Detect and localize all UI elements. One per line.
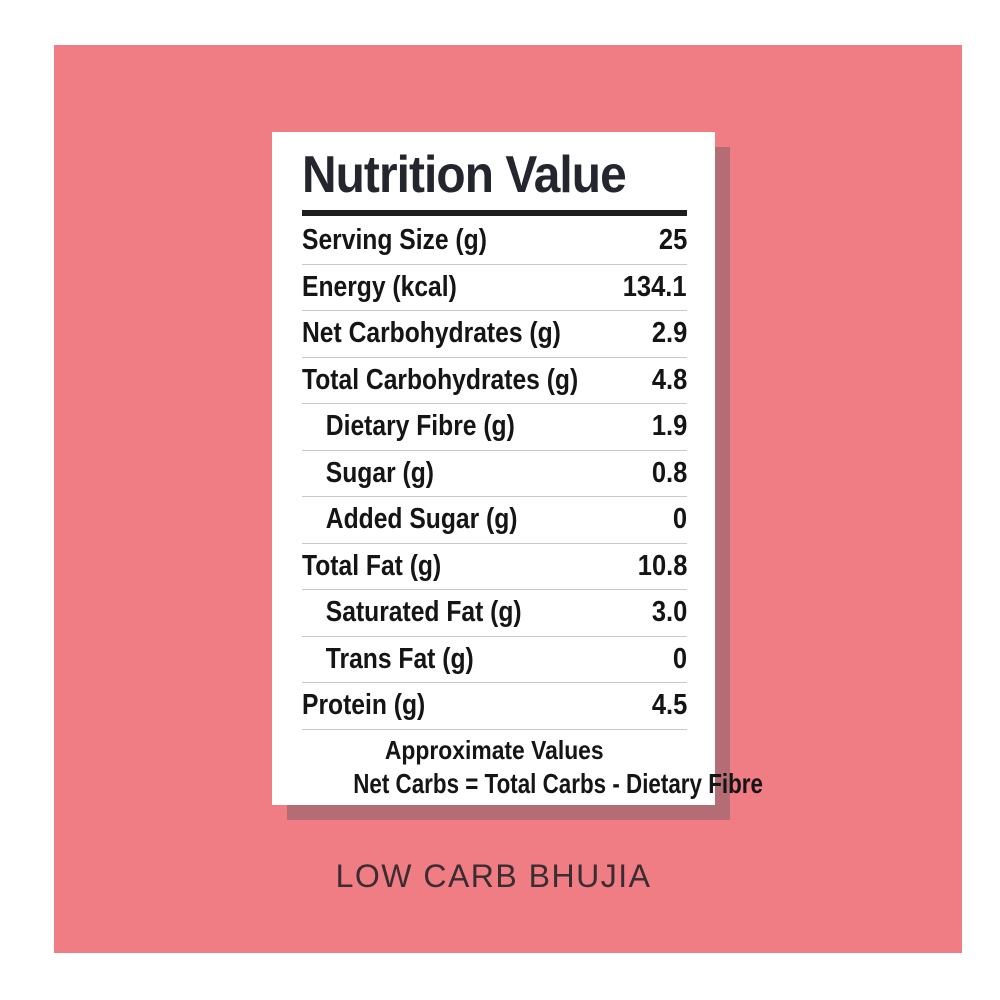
row-label: Energy (kcal) — [302, 270, 457, 303]
row-trans-fat: Trans Fat (g) 0 — [302, 637, 687, 683]
approximate-values-note: Approximate Values — [302, 735, 687, 766]
row-label: Added Sugar (g) — [325, 503, 518, 536]
row-protein: Protein (g) 4.5 — [302, 683, 687, 730]
title-divider-bar — [302, 210, 687, 216]
row-sugar: Sugar (g) 0.8 — [302, 451, 687, 497]
row-label: Net Carbohydrates (g) — [302, 317, 561, 350]
row-label: Sugar (g) — [325, 456, 434, 489]
row-value: 0.8 — [651, 456, 687, 489]
net-carbs-formula-text: Net Carbs = Total Carbs - Dietary Fibre — [353, 767, 763, 799]
row-label: Serving Size (g) — [302, 224, 487, 257]
nutrition-title-text: Nutrition Value — [302, 146, 627, 204]
product-name-caption: LOW CARB BHUJIA — [335, 858, 652, 894]
row-saturated-fat: Saturated Fat (g) 3.0 — [302, 590, 687, 637]
row-value: 25 — [658, 224, 687, 257]
net-carbs-formula-note: Net Carbs = Total Carbs - Dietary Fibre — [302, 766, 763, 801]
row-label: Saturated Fat (g) — [325, 596, 522, 629]
row-value: 4.8 — [651, 363, 687, 396]
row-label: Dietary Fibre (g) — [325, 410, 515, 443]
nutrition-label-card: Nutrition Value Serving Size (g) 25 Ener… — [272, 132, 763, 805]
row-dietary-fibre: Dietary Fibre (g) 1.9 — [302, 404, 687, 451]
row-total-carbohydrates: Total Carbohydrates (g) 4.8 — [302, 358, 687, 404]
row-value: 1.9 — [651, 410, 687, 443]
row-value: 4.5 — [651, 689, 687, 722]
row-added-sugar: Added Sugar (g) 0 — [302, 497, 687, 544]
row-serving-size: Serving Size (g) 25 — [302, 218, 687, 265]
row-value: 0 — [672, 642, 687, 675]
nutrition-title: Nutrition Value — [302, 146, 687, 204]
row-label: Trans Fat (g) — [325, 642, 474, 675]
row-label: Protein (g) — [302, 689, 426, 722]
row-energy: Energy (kcal) 134.1 — [302, 265, 687, 311]
row-label: Total Carbohydrates (g) — [302, 363, 579, 396]
row-net-carbohydrates: Net Carbohydrates (g) 2.9 — [302, 311, 687, 358]
row-label: Total Fat (g) — [302, 549, 442, 582]
row-value: 3.0 — [651, 596, 687, 629]
approximate-values-text: Approximate Values — [385, 734, 604, 765]
label-footer: Approximate Values Net Carbs = Total Car… — [302, 735, 763, 801]
row-value: 2.9 — [651, 317, 687, 350]
row-value: 10.8 — [637, 549, 687, 582]
row-value: 134.1 — [623, 270, 687, 303]
row-value: 0 — [672, 503, 687, 536]
row-total-fat: Total Fat (g) 10.8 — [302, 544, 687, 590]
